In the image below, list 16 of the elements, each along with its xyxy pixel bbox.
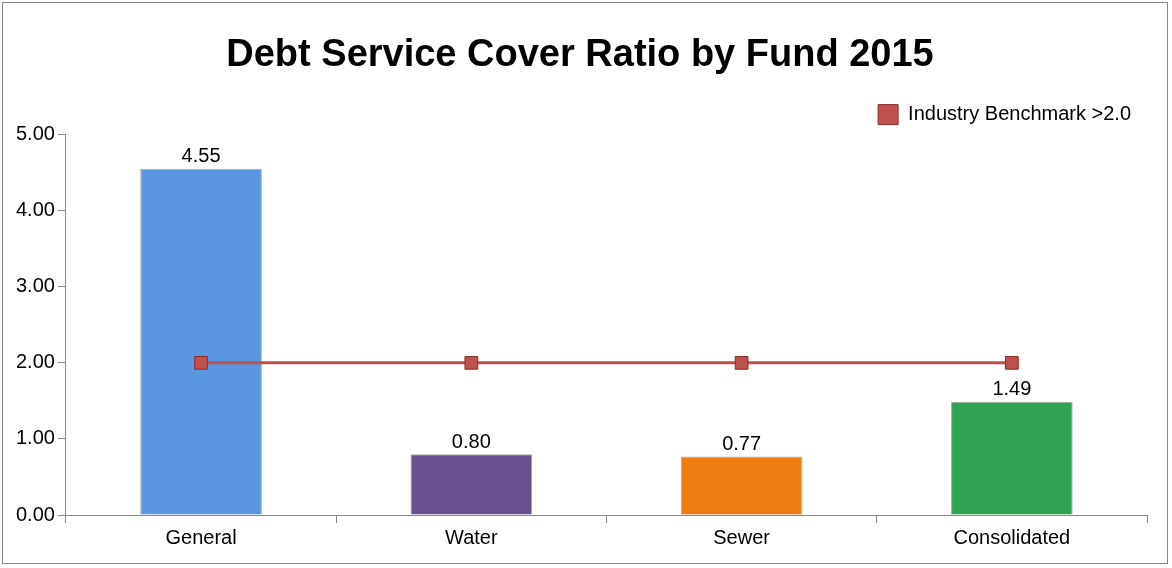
legend-label: Industry Benchmark >2.0 (908, 102, 1131, 125)
data-label: 4.55 (181, 144, 221, 167)
y-tick-label: 5.00 (15, 122, 55, 145)
y-tick-label: 4.00 (15, 198, 55, 221)
y-tick-label: 1.00 (15, 426, 55, 449)
x-tick-label: Water (445, 525, 498, 548)
data-label: 1.49 (992, 377, 1032, 400)
y-tick-label: 2.00 (15, 350, 55, 373)
y-tick-label: 0.00 (15, 502, 55, 525)
x-tick-label: General (165, 525, 237, 548)
x-tick-label: Consolidated (953, 525, 1071, 548)
x-tick-label: Sewer (713, 525, 771, 548)
y-tick-label: 3.00 (15, 274, 55, 297)
chart-title: Debt Service Cover Ratio by Fund 2015 (226, 32, 934, 75)
data-label: 0.77 (722, 431, 762, 454)
data-label: 0.80 (451, 429, 491, 452)
